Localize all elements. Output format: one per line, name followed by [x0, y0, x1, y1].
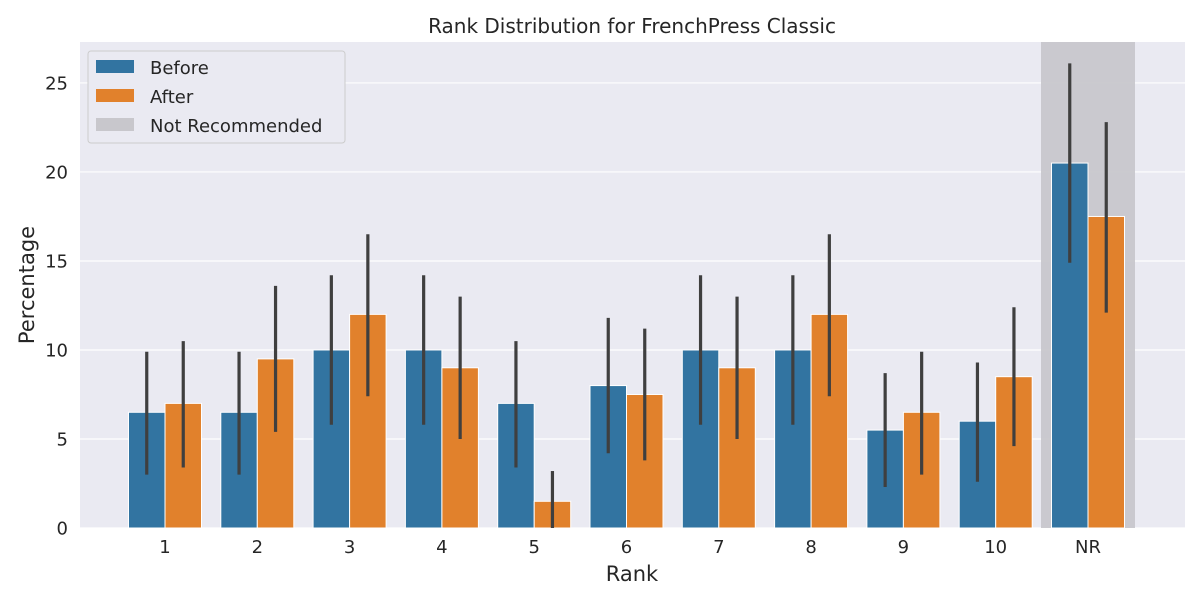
x-tick-labels: 1 2 3 4 5 6 7 8 9 10 NR — [159, 537, 1101, 558]
y-tick-label: 15 — [45, 251, 68, 272]
bars — [128, 162, 1125, 529]
y-tick-label: 20 — [45, 162, 68, 183]
y-tick-label: 0 — [57, 519, 68, 540]
chart-title: Rank Distribution for FrenchPress Classi… — [428, 14, 836, 38]
x-tick-label: 10 — [984, 537, 1007, 558]
x-tick-label: 1 — [159, 537, 170, 558]
y-axis-title: Percentage — [15, 226, 39, 344]
x-tick-label: 5 — [528, 537, 539, 558]
x-tick-label: NR — [1075, 537, 1101, 558]
legend-label-after: After — [150, 87, 194, 108]
legend-label-before: Before — [150, 58, 209, 79]
x-tick-label: 7 — [713, 537, 724, 558]
x-tick-label: 8 — [805, 537, 816, 558]
legend-frame — [87, 50, 346, 144]
legend-swatch-not-recommended — [96, 118, 134, 131]
y-tick-label: 10 — [45, 340, 68, 361]
y-tick-label: 5 — [57, 429, 68, 450]
legend-label-not-recommended: Not Recommended — [150, 116, 322, 137]
legend-swatch-after — [96, 89, 134, 102]
bar-after-10 — [995, 376, 1033, 529]
y-tick-label: 25 — [45, 73, 68, 94]
x-tick-label: 2 — [252, 537, 263, 558]
x-tick-label: 4 — [436, 537, 447, 558]
x-axis-title: Rank — [606, 562, 659, 586]
legend: Before After Not Recommended — [87, 50, 346, 144]
y-tick-labels: 0 5 10 15 20 25 — [45, 73, 68, 539]
x-tick-label: 3 — [344, 537, 355, 558]
error-bars — [145, 63, 1108, 528]
x-tick-label: 9 — [898, 537, 909, 558]
x-tick-label: 6 — [621, 537, 632, 558]
legend-swatch-before — [96, 60, 134, 73]
